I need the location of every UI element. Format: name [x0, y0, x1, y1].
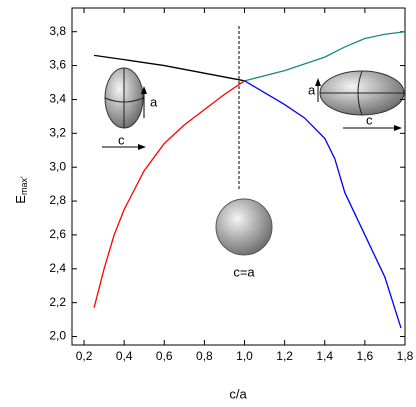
arrow-head — [141, 86, 147, 94]
sphere — [215, 198, 273, 256]
series-line — [93, 54, 245, 82]
x-tick-label: 1,4 — [316, 349, 333, 363]
y-label-main: E — [13, 195, 28, 204]
meridian — [357, 70, 363, 116]
x-tick-label: 0,8 — [196, 349, 213, 363]
series-line — [244, 31, 406, 82]
y-tick-label: 2,2 — [49, 295, 66, 309]
x-tick-label: 1,2 — [276, 349, 293, 363]
annotation: c — [366, 112, 373, 127]
y-axis-label: Emax' — [13, 176, 29, 204]
y-tick-label: 2,0 — [49, 329, 66, 343]
arrow-head — [138, 144, 146, 150]
y-tick-label: 3,6 — [49, 58, 66, 72]
y-tick-label: 3,2 — [49, 125, 66, 139]
y-tick-label: 3,0 — [49, 159, 66, 173]
arrow-head — [315, 78, 321, 86]
series-line — [93, 80, 245, 308]
plot-frame — [71, 7, 406, 346]
annotation: c — [118, 132, 125, 147]
y-tick-label: 3,4 — [49, 92, 66, 106]
y-tick-label: 2,4 — [49, 261, 66, 275]
x-tick-label: 0,6 — [156, 349, 173, 363]
x-tick-label: 0,4 — [116, 349, 133, 363]
annotation: a — [150, 94, 158, 109]
annotation: a — [308, 82, 316, 97]
x-tick-label: 1,8 — [397, 349, 414, 363]
series-line — [244, 80, 402, 329]
x-tick-label: 1,0 — [236, 349, 253, 363]
x-tick-label: 0,2 — [76, 349, 93, 363]
y-label-sub: max' — [19, 176, 29, 195]
y-tick-label: 3,8 — [49, 24, 66, 38]
arrow-head — [394, 125, 402, 131]
annotation: c=a — [233, 264, 255, 279]
x-axis-label: c/a — [229, 386, 247, 401]
y-tick-label: 2,6 — [49, 227, 66, 241]
y-tick-label: 2,8 — [49, 193, 66, 207]
x-tick-label: 1,6 — [357, 349, 374, 363]
